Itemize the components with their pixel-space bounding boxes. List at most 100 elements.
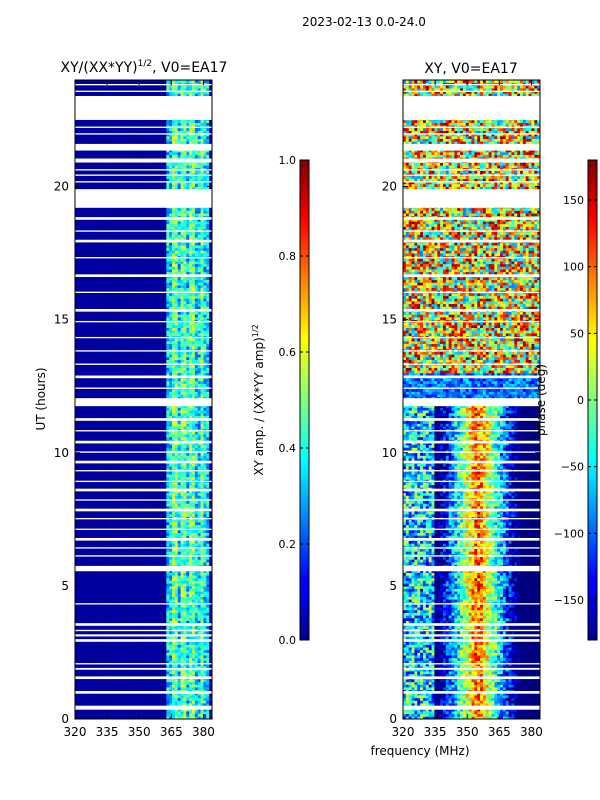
heatmap-cell (77, 649, 82, 653)
heatmap-cell (140, 474, 144, 478)
heatmap-cell (152, 583, 156, 587)
heatmap-cell (83, 535, 87, 539)
heatmap-cell (123, 511, 127, 515)
heatmap-cell (160, 575, 164, 579)
heatmap-cell (146, 660, 150, 664)
heatmap-cell (80, 591, 84, 595)
heatmap-cell (97, 575, 102, 579)
heatmap-cell (117, 474, 122, 478)
heatmap-cell (92, 697, 96, 701)
heatmap-cell (186, 580, 190, 584)
heatmap-cell (169, 671, 173, 675)
heatmap-cell (209, 684, 212, 688)
heatmap-cell (200, 466, 204, 470)
heatmap-cell (129, 609, 133, 613)
heatmap-cell (120, 612, 124, 616)
heatmap-cell (166, 575, 170, 579)
heatmap-cell (83, 591, 87, 595)
heatmap-cell (100, 599, 104, 603)
heatmap-cell (126, 593, 130, 597)
heatmap-cell (120, 583, 124, 587)
heatmap-cell (160, 447, 164, 451)
heatmap-cell (209, 458, 212, 462)
heatmap-cell (106, 466, 110, 470)
heatmap-cell (203, 655, 207, 659)
heatmap-cell (146, 442, 150, 446)
heatmap-cell (112, 580, 116, 584)
heatmap-cell (126, 442, 130, 446)
heatmap-cell (117, 575, 122, 579)
heatmap-cell (146, 588, 150, 592)
heatmap-cell (143, 647, 147, 651)
heatmap-cell (174, 713, 179, 717)
heatmap-cell (100, 649, 104, 653)
heatmap-cell (177, 631, 181, 635)
heatmap-cell (152, 711, 156, 715)
heatmap-cell (126, 575, 130, 579)
heatmap-cell (172, 513, 176, 518)
heatmap-cell (112, 476, 116, 480)
heatmap-cell (189, 556, 193, 560)
heatmap-cell (177, 577, 181, 581)
heatmap-cell (149, 575, 153, 579)
heatmap-cell (146, 687, 150, 691)
heatmap-cell (149, 625, 153, 629)
heatmap-cell (129, 649, 133, 653)
heatmap-cell (132, 609, 136, 613)
heatmap-cell (117, 668, 122, 672)
heatmap-cell (169, 609, 173, 613)
heatmap-cell (132, 519, 136, 523)
heatmap-cell (163, 561, 167, 565)
heatmap-cell (206, 482, 210, 486)
heatmap-cell (94, 471, 99, 475)
heatmap-cell (183, 577, 187, 581)
heatmap-cell (183, 716, 187, 719)
heatmap-cell (157, 500, 162, 504)
heatmap-cell (197, 593, 201, 597)
heatmap-cell (100, 559, 104, 563)
heatmap-cell (92, 703, 96, 707)
heatmap-cell (89, 495, 93, 499)
heatmap-cell (169, 703, 173, 707)
heatmap-cell (109, 471, 113, 475)
heatmap-cell (92, 447, 96, 451)
heatmap-cell (100, 556, 104, 560)
heatmap-cell (123, 692, 127, 696)
heatmap-cell (123, 617, 127, 621)
heatmap-cell (140, 569, 144, 573)
heatmap-cell (86, 687, 90, 691)
heatmap-cell (120, 540, 124, 544)
heatmap-cell (206, 519, 210, 523)
heatmap-cell (174, 455, 179, 459)
heatmap-cell (89, 657, 93, 661)
heatmap-cell (163, 644, 167, 648)
heatmap-cell (209, 452, 212, 456)
heatmap-cell (134, 580, 139, 584)
heatmap-cell (186, 492, 190, 496)
heatmap-cell (126, 703, 130, 707)
heatmap-cell (157, 657, 162, 661)
heatmap-cell (100, 631, 104, 635)
heatmap-cell (86, 644, 90, 648)
heatmap-cell (197, 673, 201, 677)
heatmap-cell (183, 447, 187, 451)
heatmap-cell (120, 482, 124, 486)
heatmap-cell (192, 708, 196, 712)
heatmap-cell (123, 588, 127, 592)
heatmap-cell (106, 503, 110, 507)
heatmap-cell (197, 620, 201, 624)
heatmap-cell (132, 665, 136, 669)
heatmap-cell (112, 636, 116, 640)
heatmap-cell (129, 503, 133, 507)
heatmap-cell (106, 649, 110, 653)
heatmap-cell (172, 466, 176, 470)
heatmap-cell (200, 711, 204, 715)
heatmap-cell (92, 561, 96, 565)
heatmap-cell (177, 490, 181, 494)
heatmap-cell (194, 663, 199, 667)
heatmap-cell (77, 463, 82, 467)
heatmap-cell (146, 506, 150, 510)
heatmap-cell (140, 703, 144, 707)
heatmap-cell (154, 535, 159, 539)
heatmap-cell (75, 644, 79, 648)
